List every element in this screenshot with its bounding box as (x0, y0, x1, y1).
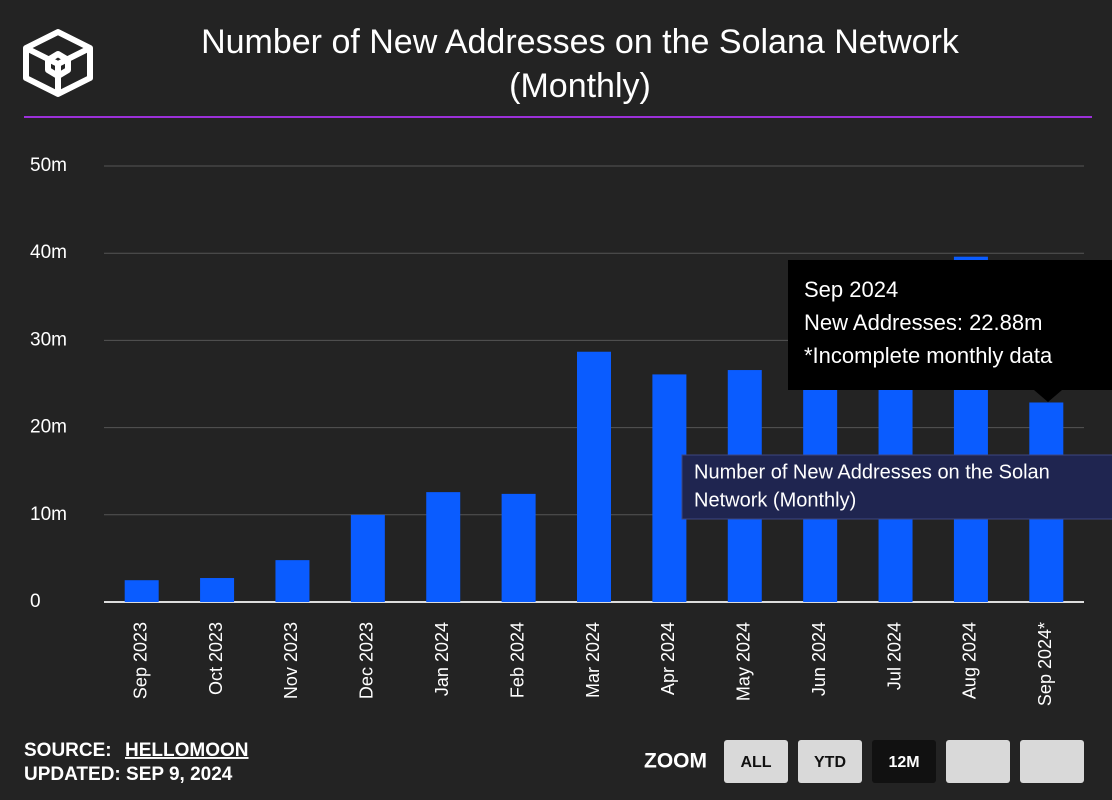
bar (501, 493, 536, 602)
zoom-button[interactable] (724, 740, 788, 783)
series-tooltip (681, 454, 1112, 520)
zoom-button-label[interactable]: YTD (814, 754, 846, 771)
tooltip-text: Sep 2024 (804, 277, 898, 302)
tooltip-box (788, 260, 1112, 402)
series-tooltip-text: Network (Monthly) (694, 489, 856, 511)
tooltip-text: *Incomplete monthly data (804, 343, 1053, 368)
zoom-label: ZOOM (644, 750, 707, 773)
chart-subtitle: (Monthly) (509, 67, 651, 105)
bar (577, 351, 611, 602)
y-tick-label: 50m (30, 155, 67, 176)
zoom-button-label[interactable]: ALL (740, 754, 771, 771)
x-tick-label: Dec 2023 (357, 622, 377, 699)
zoom-button-blank[interactable] (946, 740, 1010, 783)
bar (124, 580, 159, 602)
source-label: SOURCE: (24, 740, 112, 761)
bar (275, 560, 310, 602)
bar (652, 374, 687, 602)
x-tick-label: Feb 2024 (507, 622, 527, 698)
bar (200, 578, 235, 602)
series-tooltip-text: Number of New Addresses on the Solan (694, 461, 1050, 483)
y-tick-label: 40m (30, 242, 67, 263)
x-tick-label: Oct 2023 (206, 622, 226, 695)
x-tick-label: Jan 2024 (432, 622, 452, 696)
zoom-button-label[interactable]: 12M (888, 754, 919, 771)
zoom-button-blank[interactable] (1020, 740, 1084, 783)
x-tick-label: Mar 2024 (583, 622, 603, 698)
x-tick-label: Apr 2024 (658, 622, 678, 695)
y-tick-label: 30m (30, 329, 67, 350)
x-tick-label: May 2024 (734, 622, 754, 701)
bar (350, 514, 385, 602)
source-link[interactable]: HELLOMOON (125, 740, 249, 761)
x-tick-label: Sep 2024* (1035, 622, 1055, 706)
bar (426, 492, 461, 602)
x-tick-label: Jun 2024 (809, 622, 829, 696)
logo (23, 29, 93, 97)
y-tick-label: 10m (30, 504, 67, 525)
tooltip-text: New Addresses: 22.88m (804, 310, 1042, 335)
x-tick-label: Aug 2024 (960, 622, 980, 699)
x-tick-label: Nov 2023 (281, 622, 301, 699)
y-tick-label: 20m (30, 417, 67, 438)
updated: UPDATED: SEP 9, 2024 (24, 764, 233, 785)
x-tick-label: Sep 2023 (130, 622, 150, 699)
x-tick-label: Jul 2024 (884, 622, 904, 690)
zoom-button[interactable] (872, 740, 936, 783)
chart-title: Number of New Addresses on the Solana Ne… (201, 23, 960, 61)
zoom-button[interactable] (798, 740, 862, 783)
y-tick-label: 0 (30, 591, 41, 612)
